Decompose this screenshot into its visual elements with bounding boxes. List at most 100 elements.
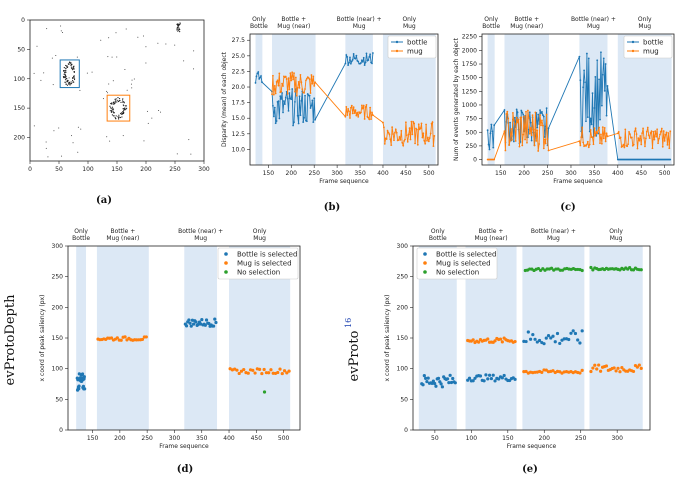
mug-marker bbox=[291, 71, 294, 74]
mug-marker bbox=[308, 78, 311, 81]
bottle-marker bbox=[363, 64, 366, 67]
event-point bbox=[145, 46, 147, 48]
bottle-marker bbox=[583, 69, 585, 72]
data-point bbox=[551, 334, 555, 338]
mug-marker bbox=[518, 145, 521, 148]
event-point bbox=[36, 45, 38, 47]
event-point bbox=[72, 142, 74, 144]
bottle-marker bbox=[541, 114, 544, 116]
mug-marker bbox=[602, 137, 605, 140]
event-point bbox=[71, 68, 74, 71]
event-point bbox=[102, 98, 104, 100]
mug-marker bbox=[647, 134, 650, 137]
bottle-marker bbox=[306, 93, 309, 95]
bottle-marker bbox=[528, 111, 531, 114]
mug-marker bbox=[531, 114, 534, 117]
mug-marker bbox=[395, 131, 398, 134]
mug-marker bbox=[592, 143, 595, 146]
mug-marker bbox=[637, 137, 640, 140]
event-point bbox=[108, 83, 110, 85]
data-point bbox=[82, 375, 86, 379]
mug-marker bbox=[287, 77, 290, 80]
mug-marker bbox=[638, 139, 641, 142]
mug-marker bbox=[371, 111, 373, 114]
mug-marker bbox=[284, 75, 287, 78]
event-point bbox=[70, 63, 73, 66]
mug-marker bbox=[514, 140, 517, 142]
data-point bbox=[264, 371, 269, 375]
bottle-marker bbox=[255, 75, 258, 78]
event-point bbox=[124, 69, 126, 71]
data-point bbox=[478, 374, 483, 378]
event-point bbox=[165, 43, 167, 45]
x-tick-label: 50 bbox=[431, 435, 439, 442]
section-label: Only Bottle bbox=[429, 228, 447, 242]
mug-marker bbox=[622, 143, 625, 146]
bottle-marker bbox=[509, 121, 511, 124]
mug-marker bbox=[416, 128, 418, 131]
mug-marker bbox=[601, 126, 604, 129]
bottle-marker bbox=[273, 106, 276, 109]
x-tick-label: 150 bbox=[111, 166, 123, 173]
event-point bbox=[47, 156, 49, 158]
event-point bbox=[122, 108, 124, 110]
event-point bbox=[112, 80, 114, 82]
bottle-marker bbox=[606, 85, 609, 87]
mug-marker bbox=[369, 106, 372, 109]
event-point bbox=[177, 30, 179, 32]
event-point bbox=[115, 32, 117, 34]
mug-marker bbox=[659, 133, 661, 136]
mug-marker bbox=[276, 79, 279, 82]
x-tick-label: 250 bbox=[542, 170, 554, 177]
mug-marker bbox=[522, 133, 525, 136]
data-point bbox=[540, 370, 544, 374]
event-point bbox=[60, 25, 62, 27]
event-point bbox=[64, 71, 66, 73]
mug-marker bbox=[643, 137, 645, 139]
event-point bbox=[70, 83, 73, 85]
x-tick-label: 150 bbox=[263, 170, 275, 177]
data-point bbox=[482, 379, 486, 383]
mug-marker bbox=[400, 129, 403, 132]
mug-marker bbox=[362, 104, 365, 107]
y-tick-label: 250 bbox=[397, 274, 409, 281]
mug-marker bbox=[587, 146, 590, 149]
y-tick-label: 100 bbox=[397, 366, 409, 373]
mug-marker bbox=[627, 143, 630, 146]
mug-marker bbox=[363, 118, 366, 120]
bottle-marker bbox=[346, 55, 349, 58]
y-tick-label: 15.0 bbox=[232, 115, 246, 122]
data-point bbox=[449, 380, 454, 385]
event-point bbox=[64, 76, 66, 78]
data-point bbox=[262, 390, 267, 394]
data-point bbox=[426, 376, 430, 380]
section-label: Only Bottle bbox=[482, 16, 500, 30]
bottle-marker bbox=[297, 122, 300, 125]
legend-marker bbox=[631, 49, 635, 53]
data-point bbox=[434, 384, 438, 388]
mug-marker bbox=[505, 113, 508, 115]
bottle-marker bbox=[489, 132, 492, 135]
bottle-marker bbox=[283, 100, 285, 102]
mug-marker bbox=[417, 123, 420, 126]
bottle-marker bbox=[593, 107, 596, 109]
mug-marker bbox=[651, 147, 654, 150]
mug-marker bbox=[503, 130, 506, 133]
data-point bbox=[204, 318, 209, 322]
mug-marker bbox=[524, 138, 526, 141]
event-point bbox=[117, 97, 119, 99]
event-point bbox=[86, 72, 88, 74]
mug-marker bbox=[666, 143, 669, 146]
event-point bbox=[120, 112, 123, 114]
section-label: Bottle + Mug (near) bbox=[106, 228, 139, 242]
mug-marker bbox=[280, 90, 283, 93]
data-point bbox=[115, 336, 119, 340]
mug-marker bbox=[288, 88, 291, 91]
event-point bbox=[110, 111, 113, 113]
bottle-marker bbox=[492, 146, 495, 149]
data-point bbox=[491, 373, 495, 377]
legend-entry: Mug is selected bbox=[237, 260, 292, 268]
data-point bbox=[440, 385, 444, 389]
mug-marker bbox=[545, 113, 548, 116]
bottle-marker bbox=[579, 79, 582, 82]
